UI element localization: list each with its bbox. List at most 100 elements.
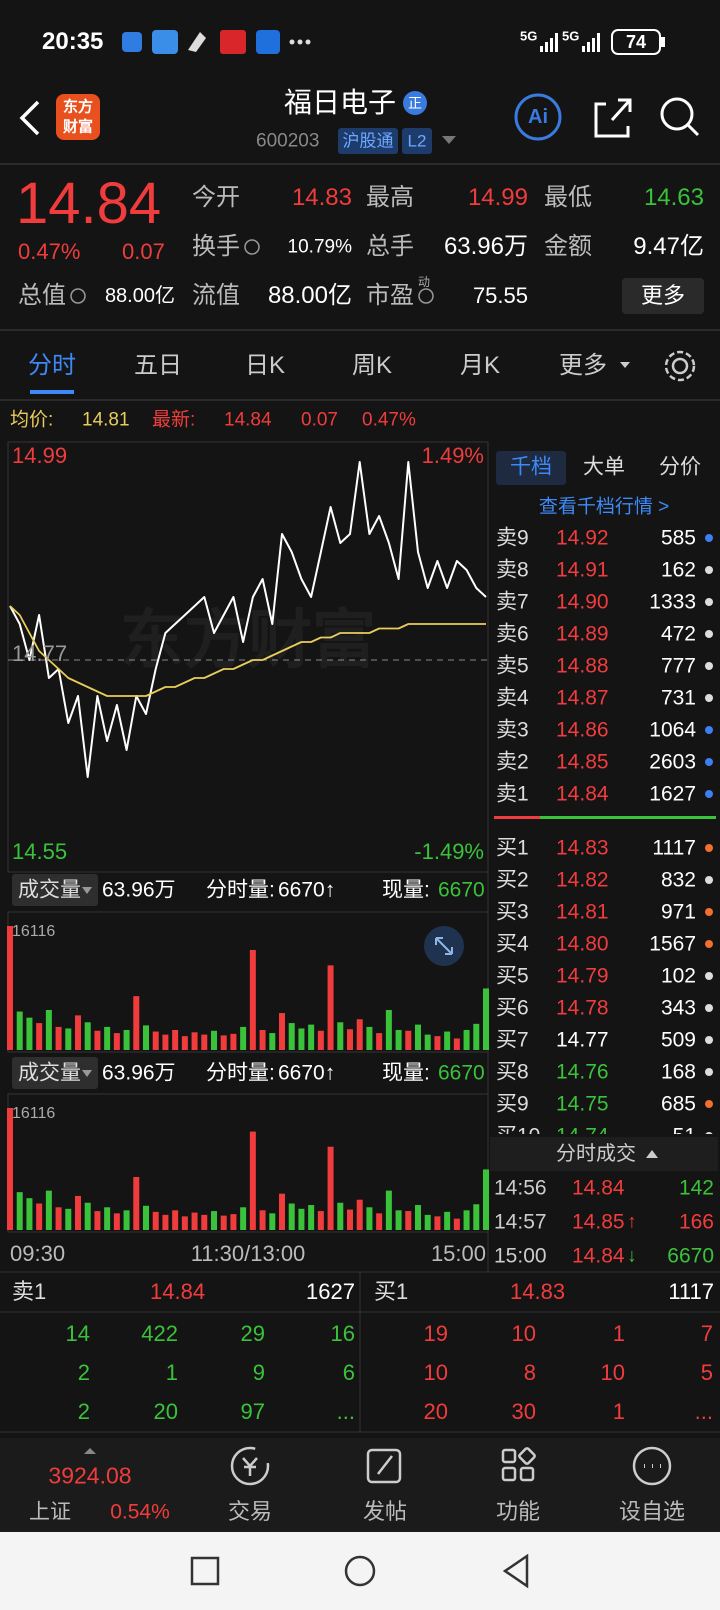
- back-button[interactable]: [19, 100, 40, 136]
- ai-button[interactable]: [514, 93, 562, 141]
- volume-field-label: 分时量:: [206, 1061, 275, 1085]
- index-arrow: [84, 1448, 96, 1454]
- index-value: 3924.08: [48, 1462, 132, 1489]
- volume-bar: [249, 949, 256, 1050]
- back-nav-button[interactable]: [502, 1553, 529, 1589]
- volume-bar: [230, 1214, 237, 1230]
- volume-selector: [12, 1057, 98, 1089]
- volume-bar: [444, 1211, 451, 1230]
- dropdown-arrow: [620, 362, 630, 368]
- volume-bar: [172, 1210, 179, 1230]
- nav-item[interactable]: 设自选: [618, 1499, 686, 1524]
- x-tick-label: 09:30: [10, 1241, 66, 1266]
- y-tick-label: 14.55: [12, 839, 68, 864]
- book-price: 14.74: [556, 1126, 609, 1135]
- trade-volume: 142: [678, 1176, 714, 1200]
- volume-bar: [259, 1210, 266, 1230]
- book-level: 卖6: [496, 622, 529, 646]
- nav-item[interactable]: 交易: [227, 1499, 273, 1524]
- tab[interactable]: 日K: [244, 352, 286, 379]
- field-value: 14.99: [467, 184, 528, 211]
- ai-button[interactable]: Ai: [528, 106, 548, 128]
- volume-bar: [143, 1205, 149, 1230]
- volume-bar: [269, 1213, 276, 1230]
- more-button[interactable]: 更多: [640, 283, 686, 308]
- bid-dots: [705, 844, 713, 1134]
- volume-total: 63.96万: [102, 878, 176, 902]
- signal-bars: [540, 33, 600, 52]
- zoom-button[interactable]: [424, 926, 464, 966]
- volume-bar: [337, 1202, 344, 1230]
- volume-bar: [405, 1211, 412, 1230]
- book-link[interactable]: 查看千档行情 >: [538, 496, 670, 518]
- volume-bar: [317, 1030, 324, 1050]
- field-value: 88.00亿: [267, 282, 352, 309]
- book-tab[interactable]: 大单: [583, 455, 625, 479]
- book-tab[interactable]: 千档: [510, 455, 552, 479]
- volume-bar: [133, 1177, 140, 1230]
- badge: [403, 91, 427, 115]
- volume-bar: [269, 1033, 276, 1050]
- search-button[interactable]: [660, 97, 700, 137]
- volume-bar: [191, 1212, 198, 1230]
- volume-bar: [45, 1009, 52, 1050]
- share-button[interactable]: [594, 98, 632, 138]
- settings-button[interactable]: [664, 350, 696, 382]
- tab[interactable]: 五日: [134, 352, 182, 379]
- volume-bar: [308, 1205, 315, 1230]
- volume-bar: [366, 1026, 373, 1050]
- tab[interactable]: 分时: [28, 352, 76, 379]
- summary-avg-label: 均价:: [10, 409, 54, 431]
- book-price: 14.80: [556, 932, 609, 956]
- book-price: 14.76: [556, 1060, 609, 1084]
- field-label: 金额: [544, 233, 592, 260]
- trades-title: 分时成交: [556, 1143, 636, 1165]
- book-tab[interactable]: 分价: [659, 455, 701, 479]
- field-value: 14.83: [291, 184, 352, 211]
- summary-avg: 14.81: [82, 409, 130, 431]
- book-level: 卖2: [496, 750, 529, 774]
- level1-cell: 20: [423, 1399, 448, 1424]
- level1-cell: 19: [423, 1321, 448, 1346]
- volume-bar: [463, 1029, 470, 1050]
- volume-bar: [113, 1033, 120, 1050]
- level1-cell: 9: [252, 1360, 265, 1385]
- volume-bar: [366, 1207, 373, 1230]
- trade-time: 15:00: [494, 1244, 547, 1268]
- book-dot: [705, 972, 713, 980]
- level1-cell: 10: [423, 1360, 448, 1385]
- app-icon: [152, 30, 178, 54]
- info-icon: [244, 239, 260, 255]
- battery-level: 74: [625, 32, 647, 52]
- level1-cell: 5: [700, 1360, 713, 1385]
- nav-item[interactable]: 发帖: [362, 1499, 408, 1524]
- volume-bar: [191, 1032, 198, 1050]
- book-volume: 585: [660, 526, 696, 550]
- nav-icons: [230, 1446, 672, 1486]
- book-dot: [705, 1036, 713, 1044]
- recents-button[interactable]: [190, 1556, 220, 1586]
- book-level: 买10: [496, 1126, 540, 1135]
- more-button[interactable]: [622, 278, 704, 314]
- level1-cell: ...: [694, 1399, 713, 1424]
- volume-bar: [220, 1215, 227, 1230]
- tab[interactable]: 周K: [351, 352, 393, 379]
- summary-change-pct: 0.47%: [362, 409, 416, 431]
- volume-bar: [405, 1030, 412, 1050]
- book-dot: [705, 1100, 713, 1108]
- trade-volume: 6670: [667, 1244, 714, 1268]
- volume-bar: [385, 1009, 392, 1050]
- book-level: 卖3: [496, 718, 529, 742]
- status-time: 20:35: [42, 28, 104, 55]
- volume-selector: [12, 874, 98, 906]
- nav-item[interactable]: 功能: [495, 1499, 541, 1524]
- trade-time: 14:56: [494, 1176, 547, 1200]
- volume-bar: [55, 1026, 62, 1050]
- home-button[interactable]: [344, 1555, 376, 1587]
- x-tick-label: 11:30/13:00: [190, 1241, 306, 1266]
- tab[interactable]: 更多: [559, 352, 607, 379]
- volume-bar: [395, 1210, 402, 1230]
- tab[interactable]: 月K: [459, 352, 501, 379]
- summary-last: 14.84: [224, 409, 272, 431]
